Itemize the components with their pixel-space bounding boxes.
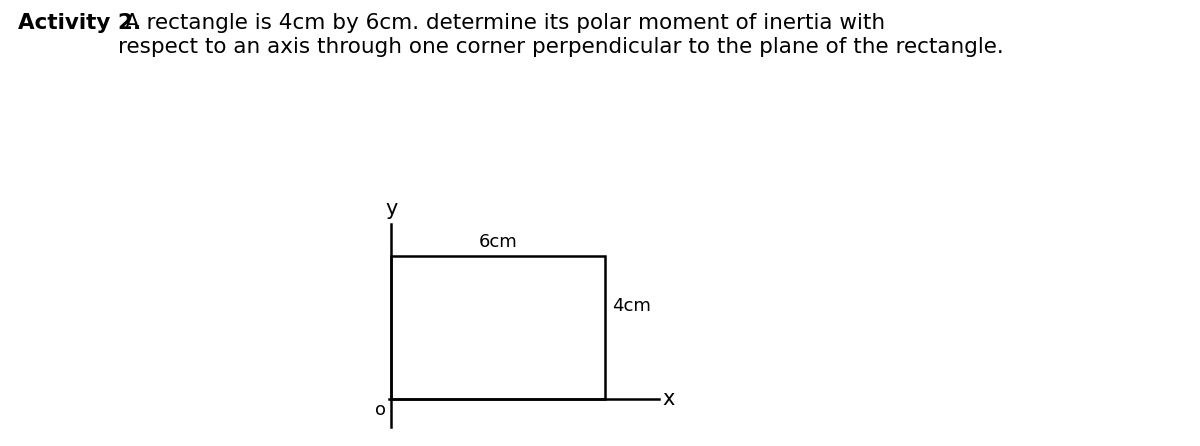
Text: x: x — [662, 389, 674, 409]
Text: A rectangle is 4cm by 6cm. determine its polar moment of inertia with
respect to: A rectangle is 4cm by 6cm. determine its… — [118, 13, 1003, 57]
Text: Activity 2.: Activity 2. — [18, 13, 142, 33]
Text: 4cm: 4cm — [612, 297, 652, 315]
Text: y: y — [385, 198, 397, 219]
Text: 6cm: 6cm — [479, 233, 517, 251]
Bar — [391, 256, 605, 399]
Text: o: o — [374, 401, 385, 418]
